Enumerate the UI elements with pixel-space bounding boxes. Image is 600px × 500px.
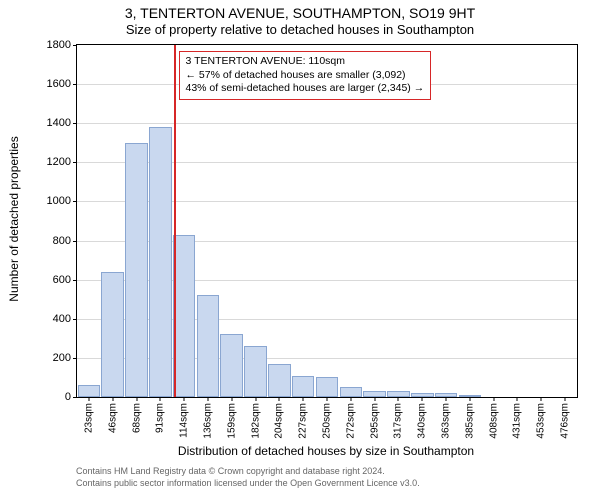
xtick-mark	[398, 397, 399, 401]
x-axis-label: Distribution of detached houses by size …	[76, 444, 576, 458]
histogram-bar	[268, 364, 291, 397]
histogram-bar	[149, 127, 172, 397]
xtick-label: 68sqm	[131, 403, 142, 433]
ytick-label: 1600	[47, 78, 71, 90]
chart-title: 3, TENTERTON AVENUE, SOUTHAMPTON, SO19 9…	[0, 0, 600, 22]
annotation-box: 3 TENTERTON AVENUE: 110sqm← 57% of detac…	[179, 51, 432, 100]
xtick-label: 159sqm	[226, 403, 237, 439]
histogram-bar	[292, 376, 315, 398]
xtick-mark	[207, 397, 208, 401]
histogram-bar	[340, 387, 363, 397]
plot-area: 02004006008001000120014001600180023sqm46…	[76, 44, 578, 398]
xtick-mark	[517, 397, 518, 401]
footer-line-2: Contains public sector information licen…	[76, 478, 420, 490]
ytick-mark	[73, 162, 77, 163]
ytick-label: 200	[53, 352, 71, 364]
ytick-label: 1400	[47, 117, 71, 129]
xtick-label: 204sqm	[274, 403, 285, 439]
grid-line	[77, 123, 577, 124]
histogram-bar	[220, 334, 243, 397]
xtick-mark	[327, 397, 328, 401]
xtick-mark	[88, 397, 89, 401]
annotation-line: 3 TENTERTON AVENUE: 110sqm	[186, 55, 425, 69]
xtick-label: 340sqm	[417, 403, 428, 439]
footer-line-1: Contains HM Land Registry data © Crown c…	[76, 466, 420, 478]
xtick-label: 431sqm	[512, 403, 523, 439]
ytick-mark	[73, 241, 77, 242]
xtick-mark	[469, 397, 470, 401]
xtick-label: 91sqm	[155, 403, 166, 433]
xtick-mark	[374, 397, 375, 401]
xtick-label: 295sqm	[369, 403, 380, 439]
xtick-label: 136sqm	[202, 403, 213, 439]
ytick-label: 1800	[47, 39, 71, 51]
xtick-mark	[493, 397, 494, 401]
ytick-label: 800	[53, 235, 71, 247]
xtick-mark	[303, 397, 304, 401]
histogram-bar	[101, 272, 124, 397]
histogram-bar	[244, 346, 267, 397]
xtick-label: 46sqm	[107, 403, 118, 433]
xtick-mark	[255, 397, 256, 401]
xtick-label: 23sqm	[83, 403, 94, 433]
ytick-mark	[73, 123, 77, 124]
ytick-label: 400	[53, 313, 71, 325]
ytick-mark	[73, 280, 77, 281]
marker-line	[174, 45, 176, 397]
xtick-mark	[350, 397, 351, 401]
xtick-mark	[279, 397, 280, 401]
ytick-label: 1200	[47, 156, 71, 168]
xtick-label: 385sqm	[464, 403, 475, 439]
xtick-label: 453sqm	[536, 403, 547, 439]
xtick-mark	[446, 397, 447, 401]
ytick-label: 1000	[47, 195, 71, 207]
histogram-bar	[125, 143, 148, 397]
xtick-mark	[112, 397, 113, 401]
y-axis-label: Number of detached properties	[7, 119, 21, 319]
xtick-label: 317sqm	[393, 403, 404, 439]
ytick-label: 600	[53, 274, 71, 286]
ytick-mark	[73, 84, 77, 85]
ytick-mark	[73, 201, 77, 202]
xtick-label: 363sqm	[441, 403, 452, 439]
ytick-mark	[73, 358, 77, 359]
xtick-mark	[160, 397, 161, 401]
xtick-mark	[136, 397, 137, 401]
histogram-bar	[173, 235, 196, 397]
ytick-label: 0	[65, 391, 71, 403]
ytick-mark	[73, 45, 77, 46]
annotation-line: 43% of semi-detached houses are larger (…	[186, 82, 425, 96]
xtick-mark	[565, 397, 566, 401]
xtick-label: 272sqm	[345, 403, 356, 439]
xtick-label: 182sqm	[250, 403, 261, 439]
xtick-mark	[541, 397, 542, 401]
xtick-mark	[231, 397, 232, 401]
chart-subtitle: Size of property relative to detached ho…	[0, 22, 600, 37]
annotation-line: ← 57% of detached houses are smaller (3,…	[186, 69, 425, 83]
xtick-mark	[422, 397, 423, 401]
histogram-bar	[316, 377, 339, 397]
histogram-bar	[197, 295, 220, 397]
histogram-bar	[78, 385, 101, 397]
xtick-mark	[184, 397, 185, 401]
xtick-label: 114sqm	[179, 403, 190, 438]
xtick-label: 476sqm	[560, 403, 571, 439]
ytick-mark	[73, 397, 77, 398]
xtick-label: 408sqm	[488, 403, 499, 439]
xtick-label: 250sqm	[322, 403, 333, 439]
chart-container: { "title": "3, TENTERTON AVENUE, SOUTHAM…	[0, 0, 600, 500]
attribution-footer: Contains HM Land Registry data © Crown c…	[76, 466, 420, 489]
ytick-mark	[73, 319, 77, 320]
xtick-label: 227sqm	[298, 403, 309, 439]
